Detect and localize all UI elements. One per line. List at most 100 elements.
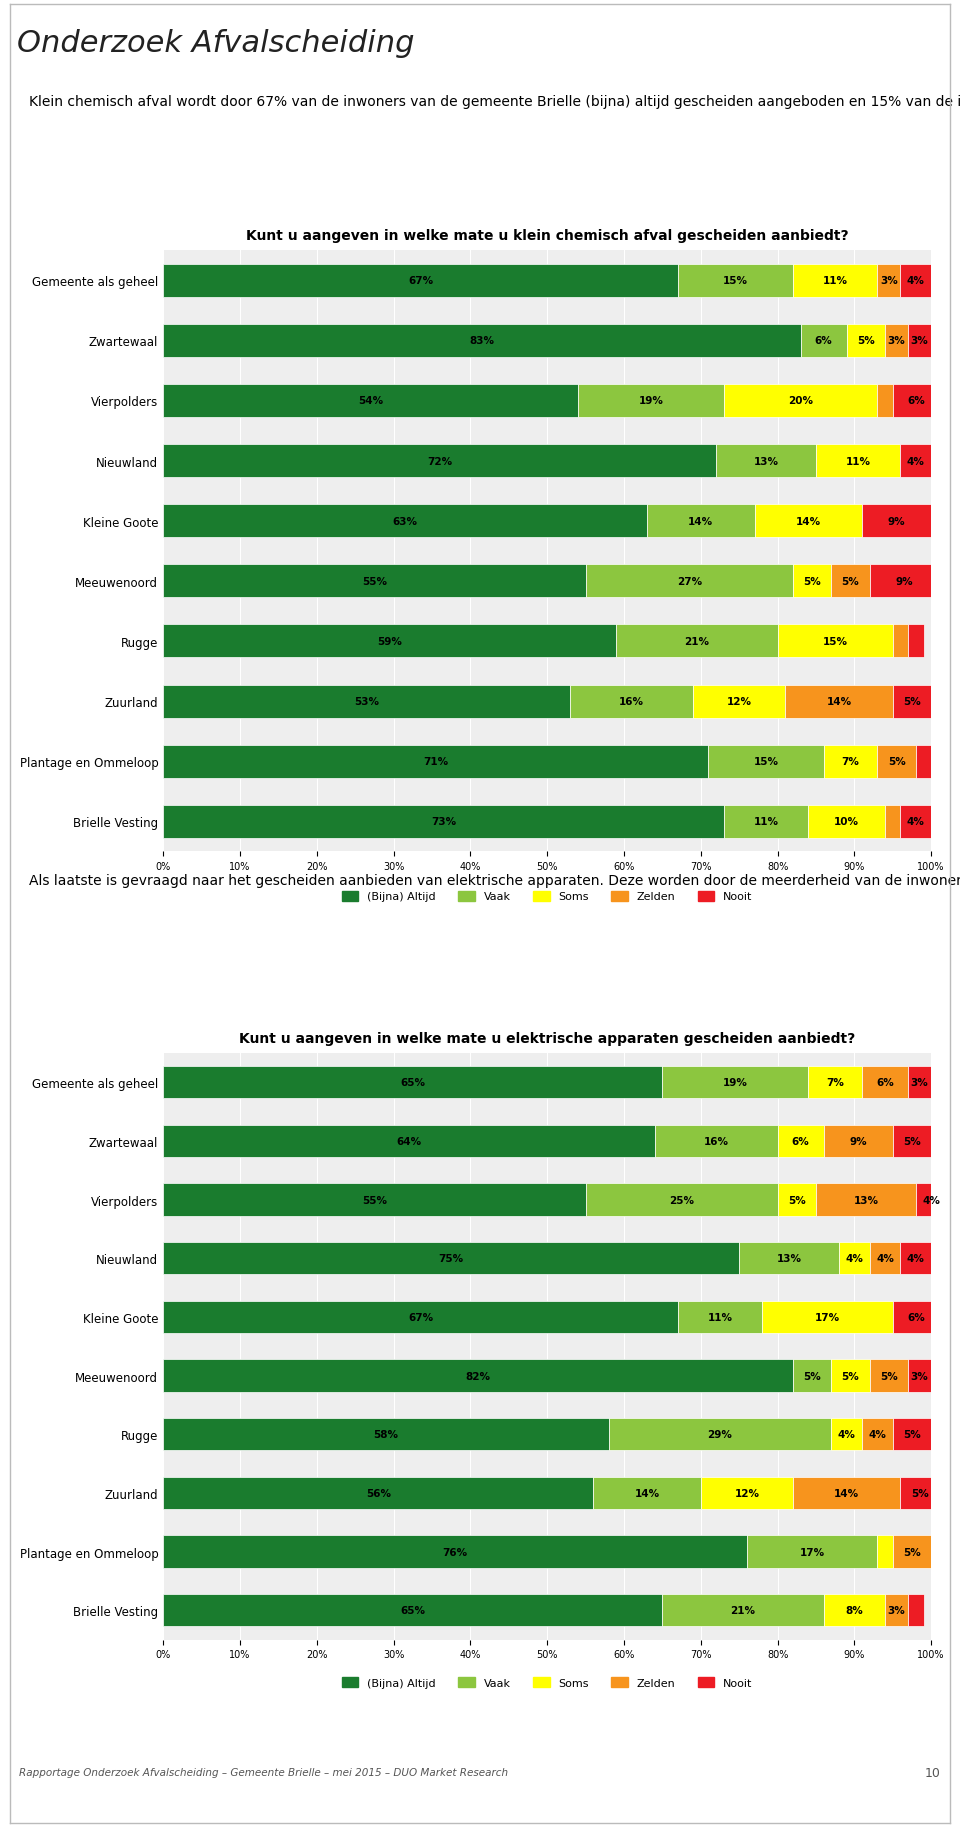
Text: 10: 10 xyxy=(925,1766,941,1779)
Bar xyxy=(862,506,931,539)
Bar xyxy=(808,1066,862,1099)
Text: 13%: 13% xyxy=(777,1253,802,1264)
Bar xyxy=(793,1477,900,1510)
Bar xyxy=(655,1125,778,1158)
Text: 5%: 5% xyxy=(880,1370,898,1381)
Text: 55%: 55% xyxy=(362,577,387,586)
Text: 83%: 83% xyxy=(469,335,494,346)
Text: 14%: 14% xyxy=(635,1488,660,1499)
Bar xyxy=(163,1594,662,1627)
Title: Kunt u aangeven in welke mate u elektrische apparaten gescheiden aanbiedt?: Kunt u aangeven in welke mate u elektris… xyxy=(239,1031,855,1046)
Text: 19%: 19% xyxy=(723,1077,748,1088)
Bar xyxy=(163,806,724,839)
Text: 5%: 5% xyxy=(903,1429,921,1440)
Bar xyxy=(877,264,900,297)
Text: 14%: 14% xyxy=(827,696,852,707)
Bar xyxy=(900,264,931,297)
Text: 65%: 65% xyxy=(400,1077,425,1088)
Bar xyxy=(693,685,785,718)
Legend: (Bijna) Altijd, Vaak, Soms, Zelden, Nooit: (Bijna) Altijd, Vaak, Soms, Zelden, Nooi… xyxy=(337,1673,757,1693)
Text: 4%: 4% xyxy=(846,1253,863,1264)
Text: 63%: 63% xyxy=(393,517,418,526)
Bar xyxy=(893,625,908,658)
Text: Klein chemisch afval wordt door 67% van de inwoners van de gemeente Brielle (bij: Klein chemisch afval wordt door 67% van … xyxy=(29,95,960,110)
Text: 16%: 16% xyxy=(619,696,644,707)
Text: 5%: 5% xyxy=(804,577,821,586)
Bar xyxy=(163,1477,593,1510)
Text: 14%: 14% xyxy=(688,517,713,526)
Bar xyxy=(839,1242,870,1275)
Bar xyxy=(793,264,877,297)
Text: 21%: 21% xyxy=(684,636,709,647)
Text: 13%: 13% xyxy=(754,456,779,467)
Bar xyxy=(808,806,885,839)
Text: 6%: 6% xyxy=(907,396,924,407)
Text: 11%: 11% xyxy=(754,817,779,826)
Text: 11%: 11% xyxy=(846,456,871,467)
Text: 5%: 5% xyxy=(911,1488,928,1499)
Text: 76%: 76% xyxy=(443,1546,468,1557)
Text: 4%: 4% xyxy=(838,1429,855,1440)
Bar xyxy=(163,746,708,779)
Bar xyxy=(678,264,793,297)
Bar xyxy=(893,1125,931,1158)
Text: 17%: 17% xyxy=(800,1546,825,1557)
Text: 3%: 3% xyxy=(911,1077,928,1088)
Text: 20%: 20% xyxy=(788,396,813,407)
Bar xyxy=(801,324,847,357)
Text: 82%: 82% xyxy=(466,1370,491,1381)
Text: 16%: 16% xyxy=(704,1136,729,1147)
Bar xyxy=(163,1301,678,1334)
Text: 14%: 14% xyxy=(796,517,821,526)
Text: 15%: 15% xyxy=(723,277,748,286)
Text: 25%: 25% xyxy=(669,1194,694,1205)
Text: 5%: 5% xyxy=(842,1370,859,1381)
Text: 3%: 3% xyxy=(880,277,898,286)
Bar xyxy=(778,1125,824,1158)
Bar xyxy=(163,264,678,297)
Bar xyxy=(816,445,900,478)
Bar xyxy=(885,324,908,357)
Text: 9%: 9% xyxy=(888,517,905,526)
Bar xyxy=(163,506,647,539)
Bar xyxy=(870,1359,908,1392)
Legend: (Bijna) Altijd, Vaak, Soms, Zelden, Nooit: (Bijna) Altijd, Vaak, Soms, Zelden, Nooi… xyxy=(337,887,757,907)
Bar xyxy=(862,1066,908,1099)
Text: 3%: 3% xyxy=(911,1370,928,1381)
Bar xyxy=(662,1066,808,1099)
Bar xyxy=(163,1183,586,1216)
Text: Market Research: Market Research xyxy=(767,64,838,73)
Bar xyxy=(908,1066,931,1099)
Text: 64%: 64% xyxy=(396,1136,421,1147)
Text: 29%: 29% xyxy=(708,1429,732,1440)
Bar xyxy=(824,746,877,779)
Text: 5%: 5% xyxy=(888,757,905,768)
Bar xyxy=(747,1535,877,1568)
Bar xyxy=(785,685,893,718)
Text: 5%: 5% xyxy=(903,1136,921,1147)
Text: 4%: 4% xyxy=(923,1194,940,1205)
Bar xyxy=(831,1359,870,1392)
Bar xyxy=(662,1594,824,1627)
Bar xyxy=(586,1183,778,1216)
Bar xyxy=(862,1418,893,1451)
Text: 12%: 12% xyxy=(734,1488,759,1499)
Text: 72%: 72% xyxy=(427,456,452,467)
Text: 3%: 3% xyxy=(888,1605,905,1616)
Bar xyxy=(916,746,931,779)
Bar xyxy=(870,1242,900,1275)
Text: 19%: 19% xyxy=(638,396,663,407)
Text: 67%: 67% xyxy=(408,277,433,286)
Bar xyxy=(708,746,824,779)
Bar xyxy=(831,1418,862,1451)
Text: 56%: 56% xyxy=(366,1488,391,1499)
Bar xyxy=(163,1359,793,1392)
Bar xyxy=(762,1301,893,1334)
Text: 11%: 11% xyxy=(708,1312,732,1323)
Bar xyxy=(908,1359,931,1392)
Bar xyxy=(163,445,716,478)
Bar xyxy=(616,625,778,658)
Text: 67%: 67% xyxy=(408,1312,433,1323)
Bar xyxy=(831,564,870,597)
Bar xyxy=(163,1242,739,1275)
